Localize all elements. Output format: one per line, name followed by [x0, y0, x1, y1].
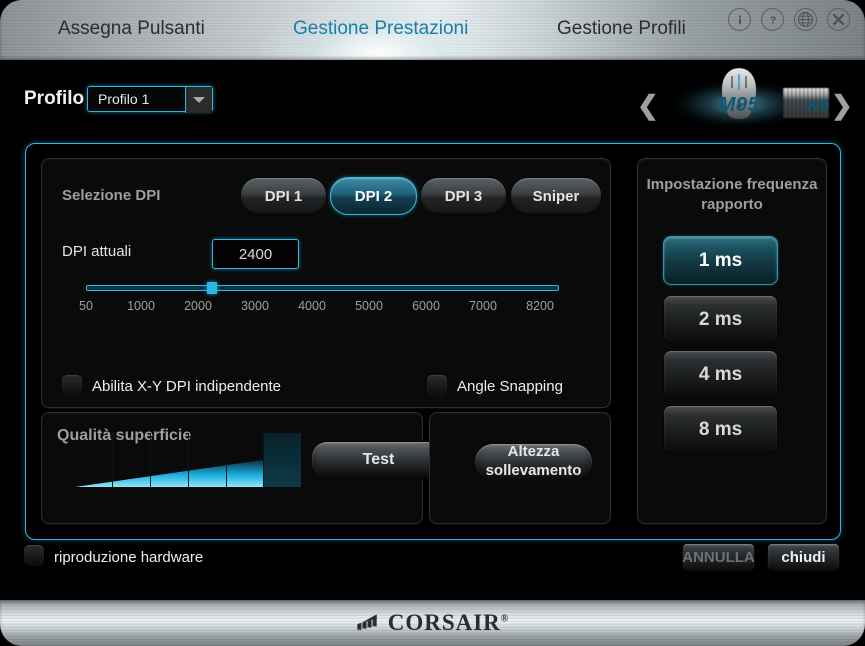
svg-text:?: ? — [769, 14, 775, 26]
